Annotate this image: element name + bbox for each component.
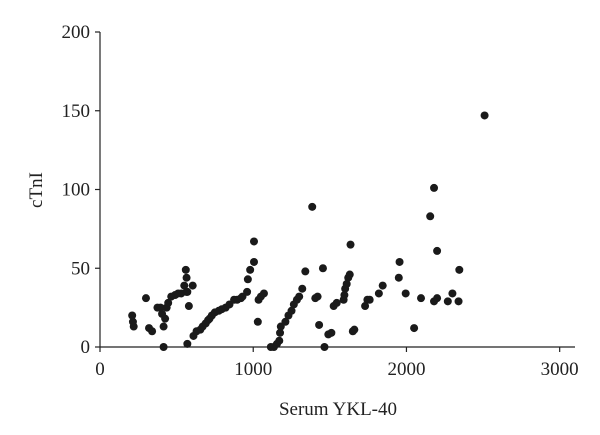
point	[480, 111, 489, 120]
point	[395, 257, 404, 266]
y-tick-label: 100	[62, 180, 91, 201]
point	[287, 306, 296, 315]
point	[164, 298, 173, 307]
point	[182, 273, 191, 282]
point	[378, 281, 387, 290]
point	[180, 281, 189, 290]
point	[243, 287, 252, 296]
point	[295, 292, 304, 301]
point	[327, 328, 336, 337]
point	[253, 317, 262, 326]
y-tick-label: 150	[62, 101, 91, 122]
point	[159, 322, 168, 331]
point	[275, 336, 284, 345]
x-axis-label: Serum YKL-40	[279, 399, 397, 420]
x-tick-label: 2000	[387, 359, 425, 380]
point	[433, 246, 442, 255]
point	[148, 327, 157, 336]
point	[455, 265, 464, 274]
point	[433, 294, 442, 303]
x-tick-label: 0	[95, 359, 105, 380]
point	[156, 303, 165, 312]
point	[350, 325, 359, 334]
point	[454, 297, 463, 306]
y-tick-label: 200	[62, 22, 91, 43]
point	[184, 302, 193, 311]
point	[246, 265, 255, 274]
point	[361, 302, 370, 311]
y-axis-label: cTnI	[26, 172, 47, 208]
point	[318, 264, 327, 273]
point	[249, 237, 258, 246]
point	[298, 284, 307, 293]
point	[365, 295, 374, 304]
point	[315, 320, 324, 329]
point	[276, 328, 285, 337]
point	[332, 298, 341, 307]
point	[141, 294, 150, 303]
point	[443, 297, 452, 306]
x-tick-label: 3000	[541, 359, 579, 380]
point	[159, 343, 168, 351]
point	[346, 240, 355, 249]
y-tick-label: 50	[71, 258, 90, 279]
y-tick-label: 0	[81, 337, 91, 358]
point	[259, 289, 268, 298]
point	[340, 291, 349, 300]
point	[181, 265, 190, 274]
point	[161, 314, 170, 323]
point	[249, 257, 258, 266]
point	[417, 294, 426, 303]
point	[183, 339, 192, 348]
point	[374, 289, 383, 298]
point	[308, 202, 317, 211]
point	[410, 324, 419, 333]
point	[426, 212, 435, 221]
point	[342, 280, 351, 288]
point	[430, 183, 439, 192]
point	[183, 287, 192, 296]
point	[128, 311, 137, 320]
point	[281, 317, 290, 326]
point	[301, 267, 310, 276]
point	[394, 273, 403, 282]
point	[243, 275, 252, 284]
point	[448, 289, 457, 298]
point	[401, 289, 410, 298]
point	[129, 322, 138, 331]
point	[345, 270, 354, 279]
x-tick-label: 1000	[234, 359, 272, 380]
point	[188, 281, 197, 290]
point	[320, 343, 329, 351]
point	[313, 292, 322, 301]
